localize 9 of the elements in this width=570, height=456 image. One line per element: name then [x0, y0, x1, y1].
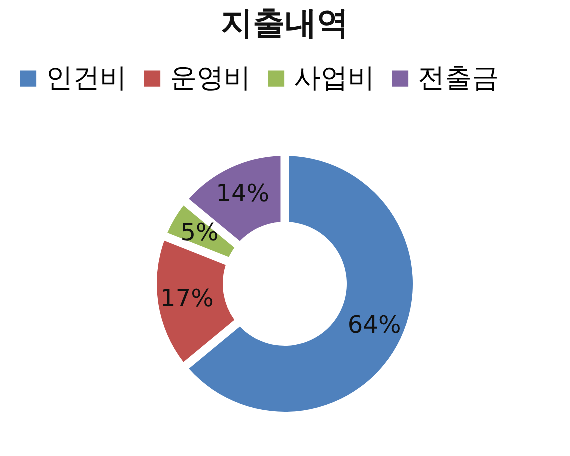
data-label: 64%: [348, 311, 402, 340]
legend-label: 운영비: [170, 62, 251, 94]
data-label: 17%: [160, 284, 214, 312]
legend-label: 사업비: [294, 62, 375, 94]
legend-label: 전출금: [418, 62, 499, 94]
data-label: 14%: [216, 179, 270, 208]
chart-title: 지출내역: [221, 4, 349, 42]
legend-label: 인건비: [46, 62, 127, 94]
data-label: 5%: [180, 218, 219, 247]
